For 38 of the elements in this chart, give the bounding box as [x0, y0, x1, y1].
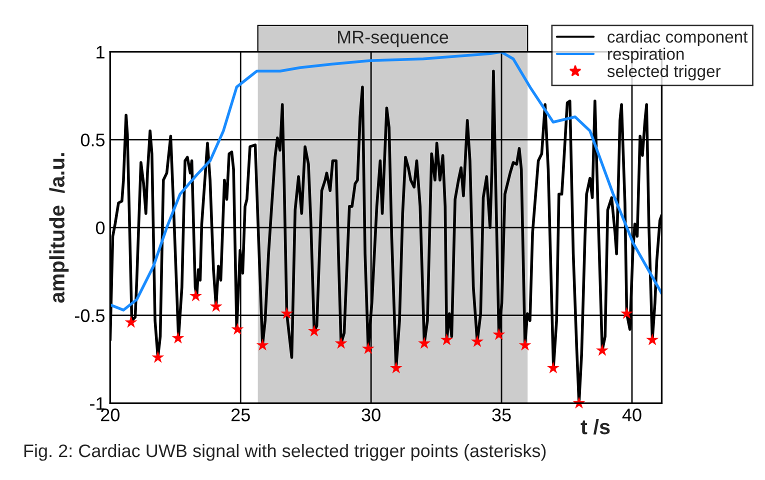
point [596, 344, 609, 356]
point [210, 300, 222, 312]
y-tick-label: -1 [90, 397, 104, 410]
point [124, 316, 138, 328]
x-tick-label: 40 [622, 408, 642, 422]
x-tick-label: 30 [362, 408, 380, 422]
point [646, 333, 659, 346]
point [492, 328, 506, 340]
point [172, 332, 184, 344]
point [256, 338, 269, 351]
band-label: MR-sequence [338, 30, 448, 48]
point [418, 336, 431, 349]
point [334, 336, 348, 349]
x-tick-label: 25 [231, 408, 250, 422]
point [152, 350, 164, 363]
y-tick-label: -0.5 [74, 309, 105, 322]
point [470, 335, 484, 348]
legend-label: cardiac component [608, 30, 748, 46]
point [518, 338, 532, 351]
x-axis-title: t /s [580, 419, 610, 435]
x-tick-label: 20 [101, 408, 120, 422]
point [231, 322, 244, 335]
y-axis-title: amplitude /a.u. [49, 153, 69, 303]
x-tick-label: 35 [492, 408, 511, 422]
point [546, 361, 560, 374]
point [390, 361, 402, 374]
y-tick-label: 0 [96, 221, 105, 234]
point [620, 307, 634, 319]
point [362, 342, 374, 354]
legend-label: respiration [608, 48, 684, 64]
point [189, 289, 202, 302]
y-tick-label: 1 [96, 46, 104, 58]
point [308, 324, 320, 336]
point [440, 333, 453, 346]
y-tick-label: 0.5 [80, 134, 105, 146]
legend-label: selected trigger [607, 64, 721, 80]
point [280, 307, 294, 319]
caption: Fig. 2: Cardiac UWB signal with selected trigger points (asterisks) [24, 444, 546, 461]
